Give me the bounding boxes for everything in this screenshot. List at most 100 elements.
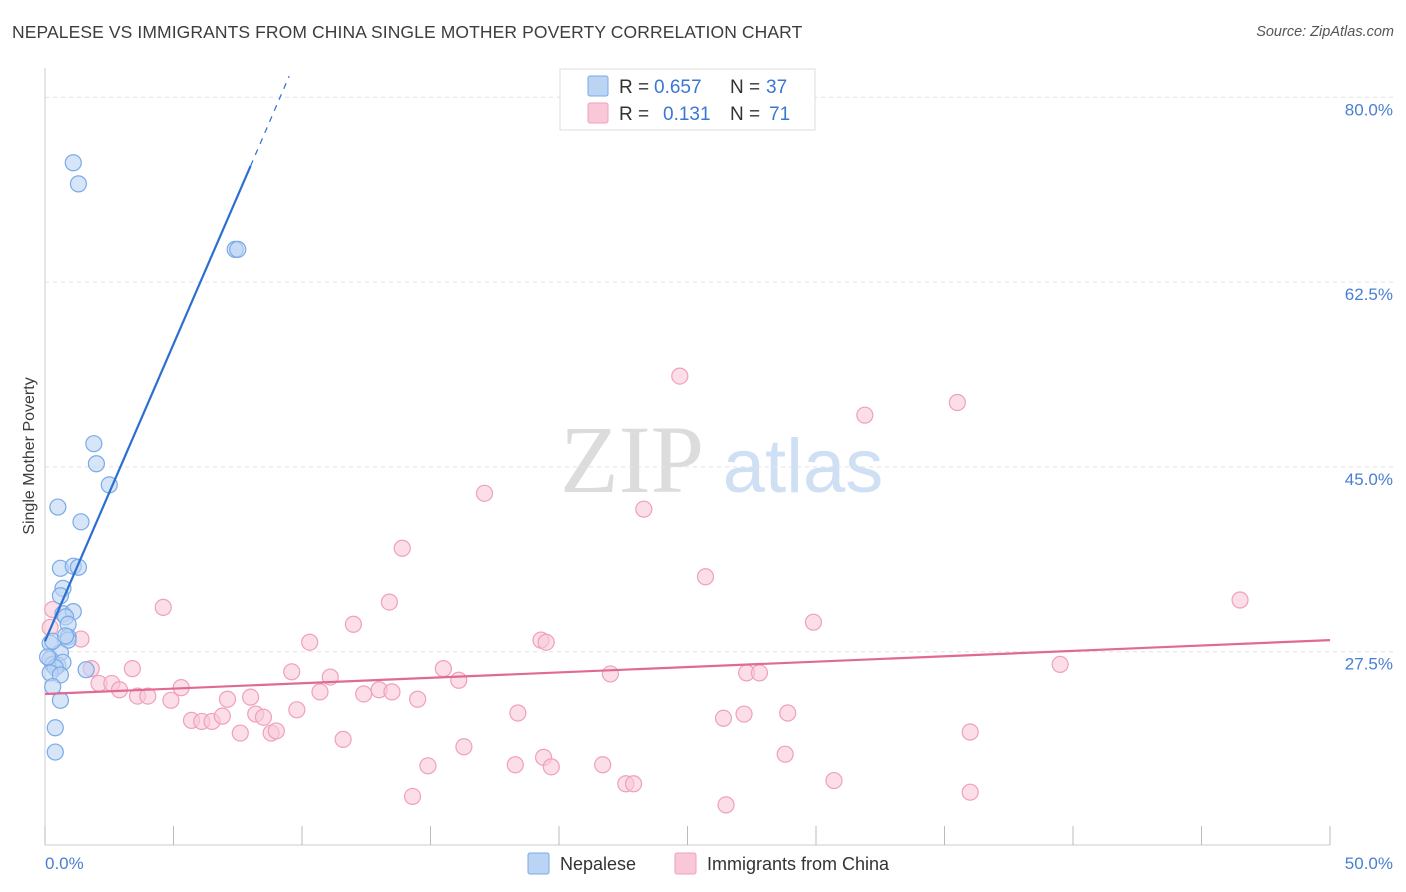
nepalese-point-4 — [85, 435, 103, 453]
china-point-39 — [409, 690, 427, 708]
china-point-52 — [735, 705, 753, 723]
legend-n-label-nepalese: N = — [730, 77, 760, 98]
nepalese-point-5 — [87, 455, 106, 473]
bottom-legend-swatch-nepalese — [527, 852, 550, 875]
nepalese-point-33 — [46, 743, 64, 761]
china-point-61 — [419, 757, 437, 775]
series-immigrants-from-china-points — [41, 367, 1249, 814]
watermark-zip: ZIP — [560, 406, 704, 513]
source-credit: Source: ZipAtlas.com — [1256, 24, 1394, 40]
china-point-54 — [961, 723, 979, 741]
legend-r-china: 0.131 — [663, 104, 711, 125]
y-tick-label-2: 62.5% — [1345, 285, 1393, 304]
y-axis-tick-labels: 27.5% 45.0% 62.5% 80.0% — [1345, 100, 1393, 673]
bottom-legend-label-china: Immigrants from China — [707, 854, 890, 874]
series-nepalese-points — [38, 154, 247, 761]
legend-swatch-nepalese — [587, 75, 609, 97]
legend-r-label-china: R = — [619, 104, 649, 125]
china-point-8 — [380, 593, 398, 611]
nepalese-point-8 — [72, 513, 90, 531]
nepalese-trend-line — [43, 165, 252, 642]
china-point-55 — [334, 730, 352, 748]
china-point-3 — [475, 484, 494, 502]
china-point-7 — [1231, 591, 1249, 609]
china-point-0 — [671, 367, 689, 385]
nepalese-point-1 — [69, 175, 88, 193]
china-point-56 — [455, 738, 473, 756]
gridlines — [45, 96, 1393, 653]
china-point-57 — [506, 756, 524, 774]
china-point-62 — [776, 745, 794, 763]
china-point-20 — [434, 660, 452, 678]
y-tick-label-1: 45.0% — [1345, 470, 1393, 489]
china-point-36 — [355, 685, 373, 703]
x-tick-label-max: 50.0% — [1345, 854, 1393, 873]
legend-n-label-china: N = — [730, 104, 760, 125]
nepalese-trend-extension — [250, 75, 290, 167]
y-tick-label-0: 27.5% — [1345, 655, 1393, 674]
nepalese-point-27 — [77, 661, 95, 679]
x-tick-label-min: 0.0% — [45, 854, 84, 873]
y-axis-title: Single Mother Poverty — [21, 377, 38, 534]
china-point-46 — [254, 708, 273, 726]
trend-lines — [43, 75, 1331, 696]
nepalese-point-32 — [46, 719, 64, 737]
china-point-60 — [594, 756, 612, 774]
bottom-legend-label-nepalese: Nepalese — [560, 854, 636, 874]
china-point-33 — [218, 690, 237, 708]
nepalese-point-0 — [64, 154, 82, 172]
china-point-2 — [948, 393, 966, 412]
china-point-30 — [139, 687, 157, 705]
bottom-legend-swatch-china — [674, 852, 697, 875]
china-point-22 — [601, 665, 620, 683]
china-point-6 — [696, 568, 715, 586]
china-point-67 — [717, 796, 735, 814]
china-point-21 — [450, 671, 468, 689]
china-point-35 — [311, 683, 329, 701]
china-point-31 — [162, 691, 180, 709]
china-point-24 — [750, 664, 769, 682]
china-point-43 — [213, 707, 231, 725]
legend-swatch-china — [587, 102, 609, 124]
china-point-9 — [154, 598, 172, 616]
nepalese-point-36 — [56, 627, 75, 645]
china-point-50 — [509, 704, 527, 722]
legend-r-nepalese: 0.657 — [654, 77, 702, 98]
nepalese-point-31 — [51, 691, 70, 709]
china-point-59 — [542, 758, 560, 776]
bottom-legend: Nepalese Immigrants from China — [527, 852, 890, 875]
legend-r-label-nepalese: R = — [619, 77, 649, 98]
china-point-64 — [624, 775, 643, 793]
y-tick-label-3: 80.0% — [1345, 100, 1393, 119]
china-point-68 — [961, 783, 979, 801]
china-point-38 — [383, 683, 401, 701]
china-point-12 — [301, 633, 319, 651]
china-point-17 — [123, 660, 141, 678]
china-point-66 — [403, 787, 422, 806]
china-point-34 — [242, 688, 260, 706]
chart-title: NEPALESE VS IMMIGRANTS FROM CHINA SINGLE… — [12, 22, 803, 42]
china-point-51 — [714, 709, 733, 727]
china-point-49 — [288, 701, 306, 719]
china-point-4 — [635, 500, 653, 518]
china-point-10 — [344, 615, 362, 633]
nepalese-point-7 — [49, 498, 67, 516]
legend-n-china: 71 — [769, 104, 790, 125]
china-point-5 — [393, 539, 411, 557]
china-point-48 — [267, 722, 285, 740]
china-point-11 — [804, 613, 823, 631]
china-point-25 — [1051, 655, 1069, 674]
legend-n-nepalese: 37 — [766, 77, 787, 98]
china-point-65 — [825, 771, 843, 790]
china-point-53 — [779, 704, 797, 722]
china-point-44 — [231, 724, 249, 742]
china-point-1 — [856, 406, 874, 424]
x-axis-ticks — [44, 826, 1331, 845]
watermark-atlas: atlas — [723, 424, 884, 509]
china-point-14 — [537, 633, 555, 651]
china-point-18 — [283, 663, 301, 681]
nepalese-point-3 — [229, 240, 247, 258]
nepalese-point-34 — [38, 648, 57, 666]
china-trend-line — [44, 639, 1331, 696]
